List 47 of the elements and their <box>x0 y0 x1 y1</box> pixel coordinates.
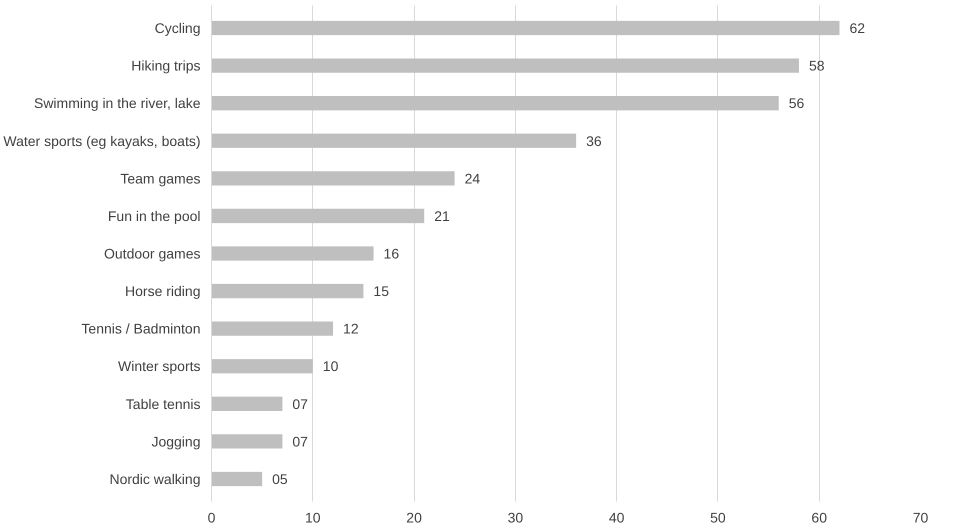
bar <box>212 20 840 36</box>
data-label: 24 <box>464 170 480 186</box>
y-tick-label: Horse riding <box>125 283 201 300</box>
x-tick-label: 50 <box>710 510 726 526</box>
y-tick-label: Outdoor games <box>104 246 201 262</box>
y-tick-label: Fun in the pool <box>108 208 201 224</box>
bar <box>212 359 313 374</box>
y-tick-label: Team games <box>120 170 201 186</box>
bar <box>212 246 374 261</box>
x-tick-label: 70 <box>912 510 928 526</box>
data-label: 07 <box>292 433 308 450</box>
y-tick-label: Hiking trips <box>131 58 201 74</box>
data-label: 58 <box>808 58 825 74</box>
x-tick-label: 0 <box>208 510 216 526</box>
data-label: 12 <box>343 320 359 337</box>
data-label: 16 <box>384 246 400 262</box>
bar <box>212 171 455 186</box>
y-tick-label: Cycling <box>154 20 201 36</box>
y-tick-label: Swimming in the river, lake <box>34 95 201 112</box>
bar <box>212 96 779 110</box>
y-tick-label: Jogging <box>151 433 201 450</box>
bar <box>212 322 334 336</box>
x-tick-label: 20 <box>406 510 422 526</box>
bar <box>212 284 364 298</box>
x-tick-label: 60 <box>811 510 828 526</box>
data-label: 05 <box>272 470 288 487</box>
y-tick-label: Water sports (eg kayaks, boats) <box>3 132 200 149</box>
bar <box>212 396 282 411</box>
data-label: 56 <box>788 95 804 112</box>
y-tick-label: Table tennis <box>126 396 200 412</box>
x-tick-label: 10 <box>305 510 321 526</box>
x-tick-label: 40 <box>608 510 625 526</box>
x-tick-label: 30 <box>508 510 524 526</box>
y-tick-label: Nordic walking <box>109 470 201 487</box>
bar <box>212 134 576 148</box>
data-label: 15 <box>373 283 390 300</box>
y-tick-label: Winter sports <box>118 358 201 374</box>
bar <box>212 472 262 486</box>
data-label: 10 <box>322 358 339 374</box>
data-label: 07 <box>292 396 308 412</box>
bar <box>212 208 424 224</box>
data-label: 36 <box>586 132 602 149</box>
bar <box>212 58 799 73</box>
data-label: 62 <box>849 20 866 36</box>
y-tick-label: Tennis / Badminton <box>81 320 201 337</box>
data-label: 21 <box>434 208 450 224</box>
bar <box>212 434 282 449</box>
